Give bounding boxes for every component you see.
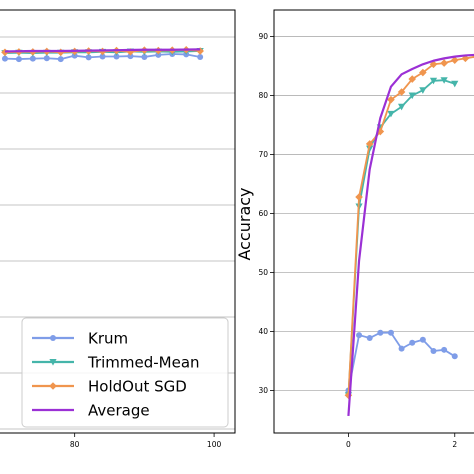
right-y-axis: 30 40 50 60 70 80 90 <box>258 32 274 395</box>
left-plot-frame <box>0 9 236 434</box>
data-point-trimmed-mean <box>429 77 438 85</box>
data-point-krum <box>15 56 22 63</box>
data-point-holdout-sgd <box>440 59 448 67</box>
data-point-holdout-sgd <box>408 75 417 83</box>
data-point-holdout-sgd <box>376 127 385 136</box>
series-average <box>347 53 474 416</box>
legend-swatch-marker <box>49 382 57 390</box>
data-point-krum <box>409 339 416 346</box>
y-tick-label: 80 <box>258 91 268 100</box>
data-point-krum <box>441 346 448 353</box>
data-point-holdout-sgd <box>429 60 438 69</box>
data-point-trimmed-mean <box>440 77 448 84</box>
legend-entry-holdout-sgd: HoldOut SGD <box>32 378 187 396</box>
legend-entry-trimmed-mean: Trimmed-Mean <box>32 354 200 372</box>
left-x-axis: 80 100 <box>70 433 222 449</box>
data-point-trimmed-mean <box>408 92 416 100</box>
data-point-holdout-sgd <box>397 88 406 96</box>
series-krum <box>345 329 458 394</box>
data-point-krum <box>1 55 8 62</box>
data-point-krum <box>141 53 148 60</box>
left-series-layer <box>1 45 204 63</box>
data-point-holdout-sgd <box>365 140 374 148</box>
data-point-holdout-sgd <box>355 193 363 201</box>
data-point-trimmed-mean <box>419 87 427 94</box>
data-point-holdout-sgd <box>196 47 204 55</box>
x-tick-label: 0 <box>346 440 351 449</box>
left-plot-panel: 80 100 <box>0 9 236 449</box>
data-point-trimmed-mean <box>397 103 406 111</box>
series-average <box>4 48 201 53</box>
series-line-average <box>4 48 201 53</box>
data-point-krum <box>85 54 92 61</box>
data-point-trimmed-mean <box>387 110 395 118</box>
data-point-krum <box>29 55 36 62</box>
data-point-krum <box>113 53 120 60</box>
data-point-krum <box>197 53 204 60</box>
y-tick-label: 90 <box>258 32 268 41</box>
y-tick-label: 40 <box>258 327 268 336</box>
legend-swatch-marker <box>49 359 57 366</box>
data-point-krum <box>419 336 426 343</box>
data-point-holdout-sgd <box>450 56 459 64</box>
data-point-krum <box>43 55 50 62</box>
legend-label: Average <box>88 402 150 420</box>
legend-label: Krum <box>88 330 128 348</box>
data-point-krum <box>430 347 437 354</box>
data-point-krum <box>451 353 458 360</box>
legend-label: Trimmed-Mean <box>87 354 200 372</box>
right-gridlines <box>274 36 474 391</box>
y-tick-label: 50 <box>258 268 268 277</box>
y-tick-label: 70 <box>258 150 268 159</box>
data-point-krum <box>57 56 64 63</box>
data-point-krum <box>366 335 373 342</box>
x-tick-label: 80 <box>70 440 80 449</box>
right-y-axis-label: Accuracy <box>235 187 254 260</box>
data-point-krum <box>99 53 106 60</box>
data-point-krum <box>127 53 134 60</box>
x-tick-label: 100 <box>207 440 222 449</box>
legend-entry-average: Average <box>32 402 150 420</box>
data-point-holdout-sgd <box>387 95 395 104</box>
data-point-krum <box>387 329 394 336</box>
series-krum <box>1 50 204 63</box>
data-point-krum <box>377 329 384 336</box>
series-line-average <box>347 53 474 416</box>
data-point-krum <box>398 345 405 352</box>
y-tick-label: 60 <box>258 209 268 218</box>
legend: Krum Trimmed-Mean HoldOut SGD Average <box>21 317 229 428</box>
data-point-holdout-sgd <box>419 68 427 77</box>
data-point-holdout-sgd <box>126 48 135 56</box>
legend-box <box>21 317 229 428</box>
legend-label: HoldOut SGD <box>88 378 187 396</box>
data-point-krum <box>356 332 363 339</box>
series-holdout-sgd <box>344 54 474 400</box>
data-point-trimmed-mean <box>366 145 374 153</box>
data-point-trimmed-mean <box>451 80 459 88</box>
y-tick-label: 30 <box>258 386 268 395</box>
legend-swatch-marker <box>50 335 56 341</box>
right-plot-frame <box>273 9 474 434</box>
right-series-layer <box>344 53 474 416</box>
legend-entry-krum: Krum <box>32 330 128 348</box>
x-tick-label: 2 <box>452 440 457 449</box>
